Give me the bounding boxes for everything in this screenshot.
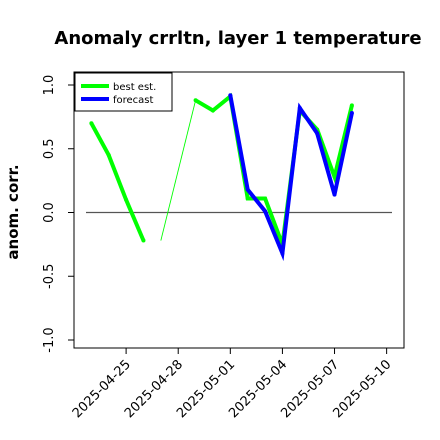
y-axis: 1.0 0.5 0.0 -0.5 -1.0: [42, 75, 74, 353]
data-point-best-est: [141, 238, 146, 243]
series-line-best-est: [89, 122, 146, 242]
data-point-best-est: [193, 98, 198, 103]
plot-area: [73, 71, 405, 349]
data-point-best-est: [332, 174, 337, 179]
series-connector-line: [160, 100, 197, 241]
chart-title: Anomaly crrltn, layer 1 temperature: [54, 28, 421, 49]
data-point-forecast: [297, 105, 302, 110]
data-point-best-est: [263, 196, 268, 201]
data-point-forecast: [263, 209, 268, 214]
data-point-best-est: [210, 108, 215, 113]
x-axis: 2025-04-252025-04-282025-05-012025-05-04…: [70, 348, 394, 421]
data-point-forecast: [245, 187, 250, 192]
y-tick-label: 0.5: [42, 138, 57, 159]
y-tick-label: 0.0: [42, 202, 57, 223]
data-point-best-est: [89, 121, 94, 126]
data-point-best-est: [245, 196, 250, 201]
data-point-forecast: [332, 192, 337, 197]
y-tick-label: 1.0: [42, 75, 57, 96]
data-point-forecast: [280, 251, 285, 256]
series-line-best-est: [194, 92, 354, 246]
data-point-best-est: [349, 103, 354, 108]
data-point-best-est: [124, 197, 129, 202]
series-group: [89, 92, 354, 262]
legend-label-forecast: forecast: [113, 95, 154, 106]
data-point-forecast: [349, 111, 354, 116]
y-tick-label: -0.5: [42, 264, 57, 289]
data-point-best-est: [106, 153, 111, 158]
legend: best est. forecast: [74, 72, 173, 112]
data-point-forecast: [315, 131, 320, 136]
y-axis-label: anom. corr.: [4, 164, 22, 259]
y-tick-label: -1.0: [42, 327, 57, 352]
data-point-forecast: [228, 93, 233, 98]
legend-label-best-est: best est.: [113, 82, 156, 93]
legend-box: [74, 72, 173, 112]
series-line-forecast: [228, 94, 354, 262]
